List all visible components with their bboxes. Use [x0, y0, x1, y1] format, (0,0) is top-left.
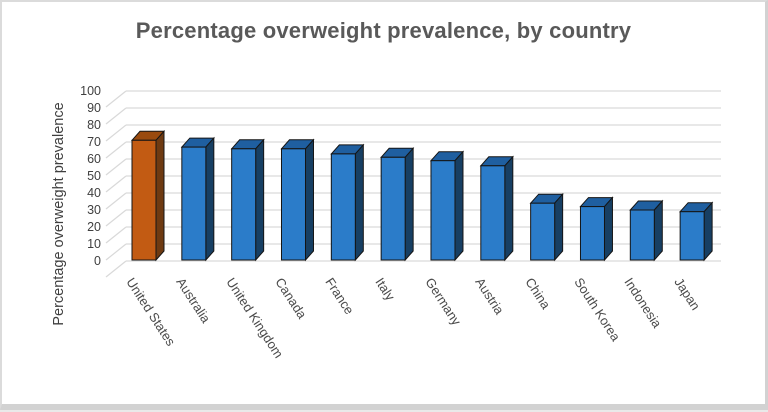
- y-tick-label-20: 20: [87, 220, 101, 234]
- bar-united-states: [130, 129, 166, 262]
- bar-side-face: [653, 199, 663, 262]
- bar-france: [330, 143, 365, 262]
- bar-side-face: [603, 196, 613, 262]
- bar-austria: [479, 155, 514, 262]
- bar-indonesia: [629, 199, 664, 262]
- gridline-depth-30: [105, 209, 127, 227]
- bar-front-face: [330, 153, 356, 261]
- bar-side-face: [703, 201, 713, 262]
- y-tick-label-0: 0: [94, 254, 101, 268]
- bar-front-face: [679, 211, 705, 261]
- bar-side-face: [304, 138, 314, 262]
- gridline-depth-60: [105, 158, 127, 176]
- gridline-depth-80: [105, 124, 127, 142]
- bar-front-face: [231, 148, 257, 261]
- bar-canada: [280, 138, 315, 262]
- bar-australia: [180, 136, 215, 262]
- gridline-depth-40: [105, 192, 127, 210]
- y-tick-label-60: 60: [87, 152, 101, 166]
- y-tick-label-100: 100: [80, 84, 101, 98]
- y-tick-label-80: 80: [87, 118, 101, 132]
- bar-front-face: [480, 165, 506, 261]
- gridline-depth-90: [105, 107, 127, 125]
- bar-front-face: [131, 139, 157, 261]
- y-tick-label-30: 30: [87, 203, 101, 217]
- chart-title: Percentage overweight prevalence, by cou…: [135, 18, 632, 43]
- gridline-depth-70: [105, 141, 127, 159]
- bar-germany: [429, 150, 465, 262]
- gridline-depth-100: [105, 90, 127, 108]
- y-tick-label-70: 70: [87, 135, 101, 149]
- bar-front-face: [181, 146, 207, 261]
- bar-side-face: [504, 155, 514, 262]
- bar-side-face: [205, 136, 215, 262]
- bars: [130, 129, 714, 262]
- bar-italy: [380, 146, 415, 262]
- bar-united-kingdom: [230, 138, 265, 262]
- gridline-depth-50: [105, 175, 127, 193]
- bar-side-face: [255, 138, 265, 262]
- bar-japan: [679, 201, 714, 262]
- bar-side-face: [454, 150, 464, 262]
- bar-front-face: [430, 160, 456, 261]
- bar-south-korea: [579, 196, 614, 262]
- gridline-depth-0: [105, 260, 127, 278]
- bar-side-face: [404, 146, 414, 262]
- gridline-depth-10: [105, 243, 127, 261]
- bar-side-face: [354, 143, 364, 262]
- bar-front-face: [530, 202, 556, 261]
- bar-side-face: [554, 192, 564, 262]
- gridlines: [105, 90, 721, 278]
- bar-front-face: [629, 209, 655, 261]
- bar-front-face: [280, 148, 306, 261]
- y-tick-label-90: 90: [87, 101, 101, 115]
- bar-front-face: [579, 206, 605, 261]
- gridline-depth-20: [105, 226, 127, 244]
- bar-side-face: [155, 129, 165, 262]
- bar-china: [529, 192, 564, 262]
- bar-front-face: [380, 156, 406, 261]
- y-tick-label-10: 10: [87, 237, 101, 251]
- y-tick-label-40: 40: [87, 186, 101, 200]
- y-tick-label-50: 50: [87, 169, 101, 183]
